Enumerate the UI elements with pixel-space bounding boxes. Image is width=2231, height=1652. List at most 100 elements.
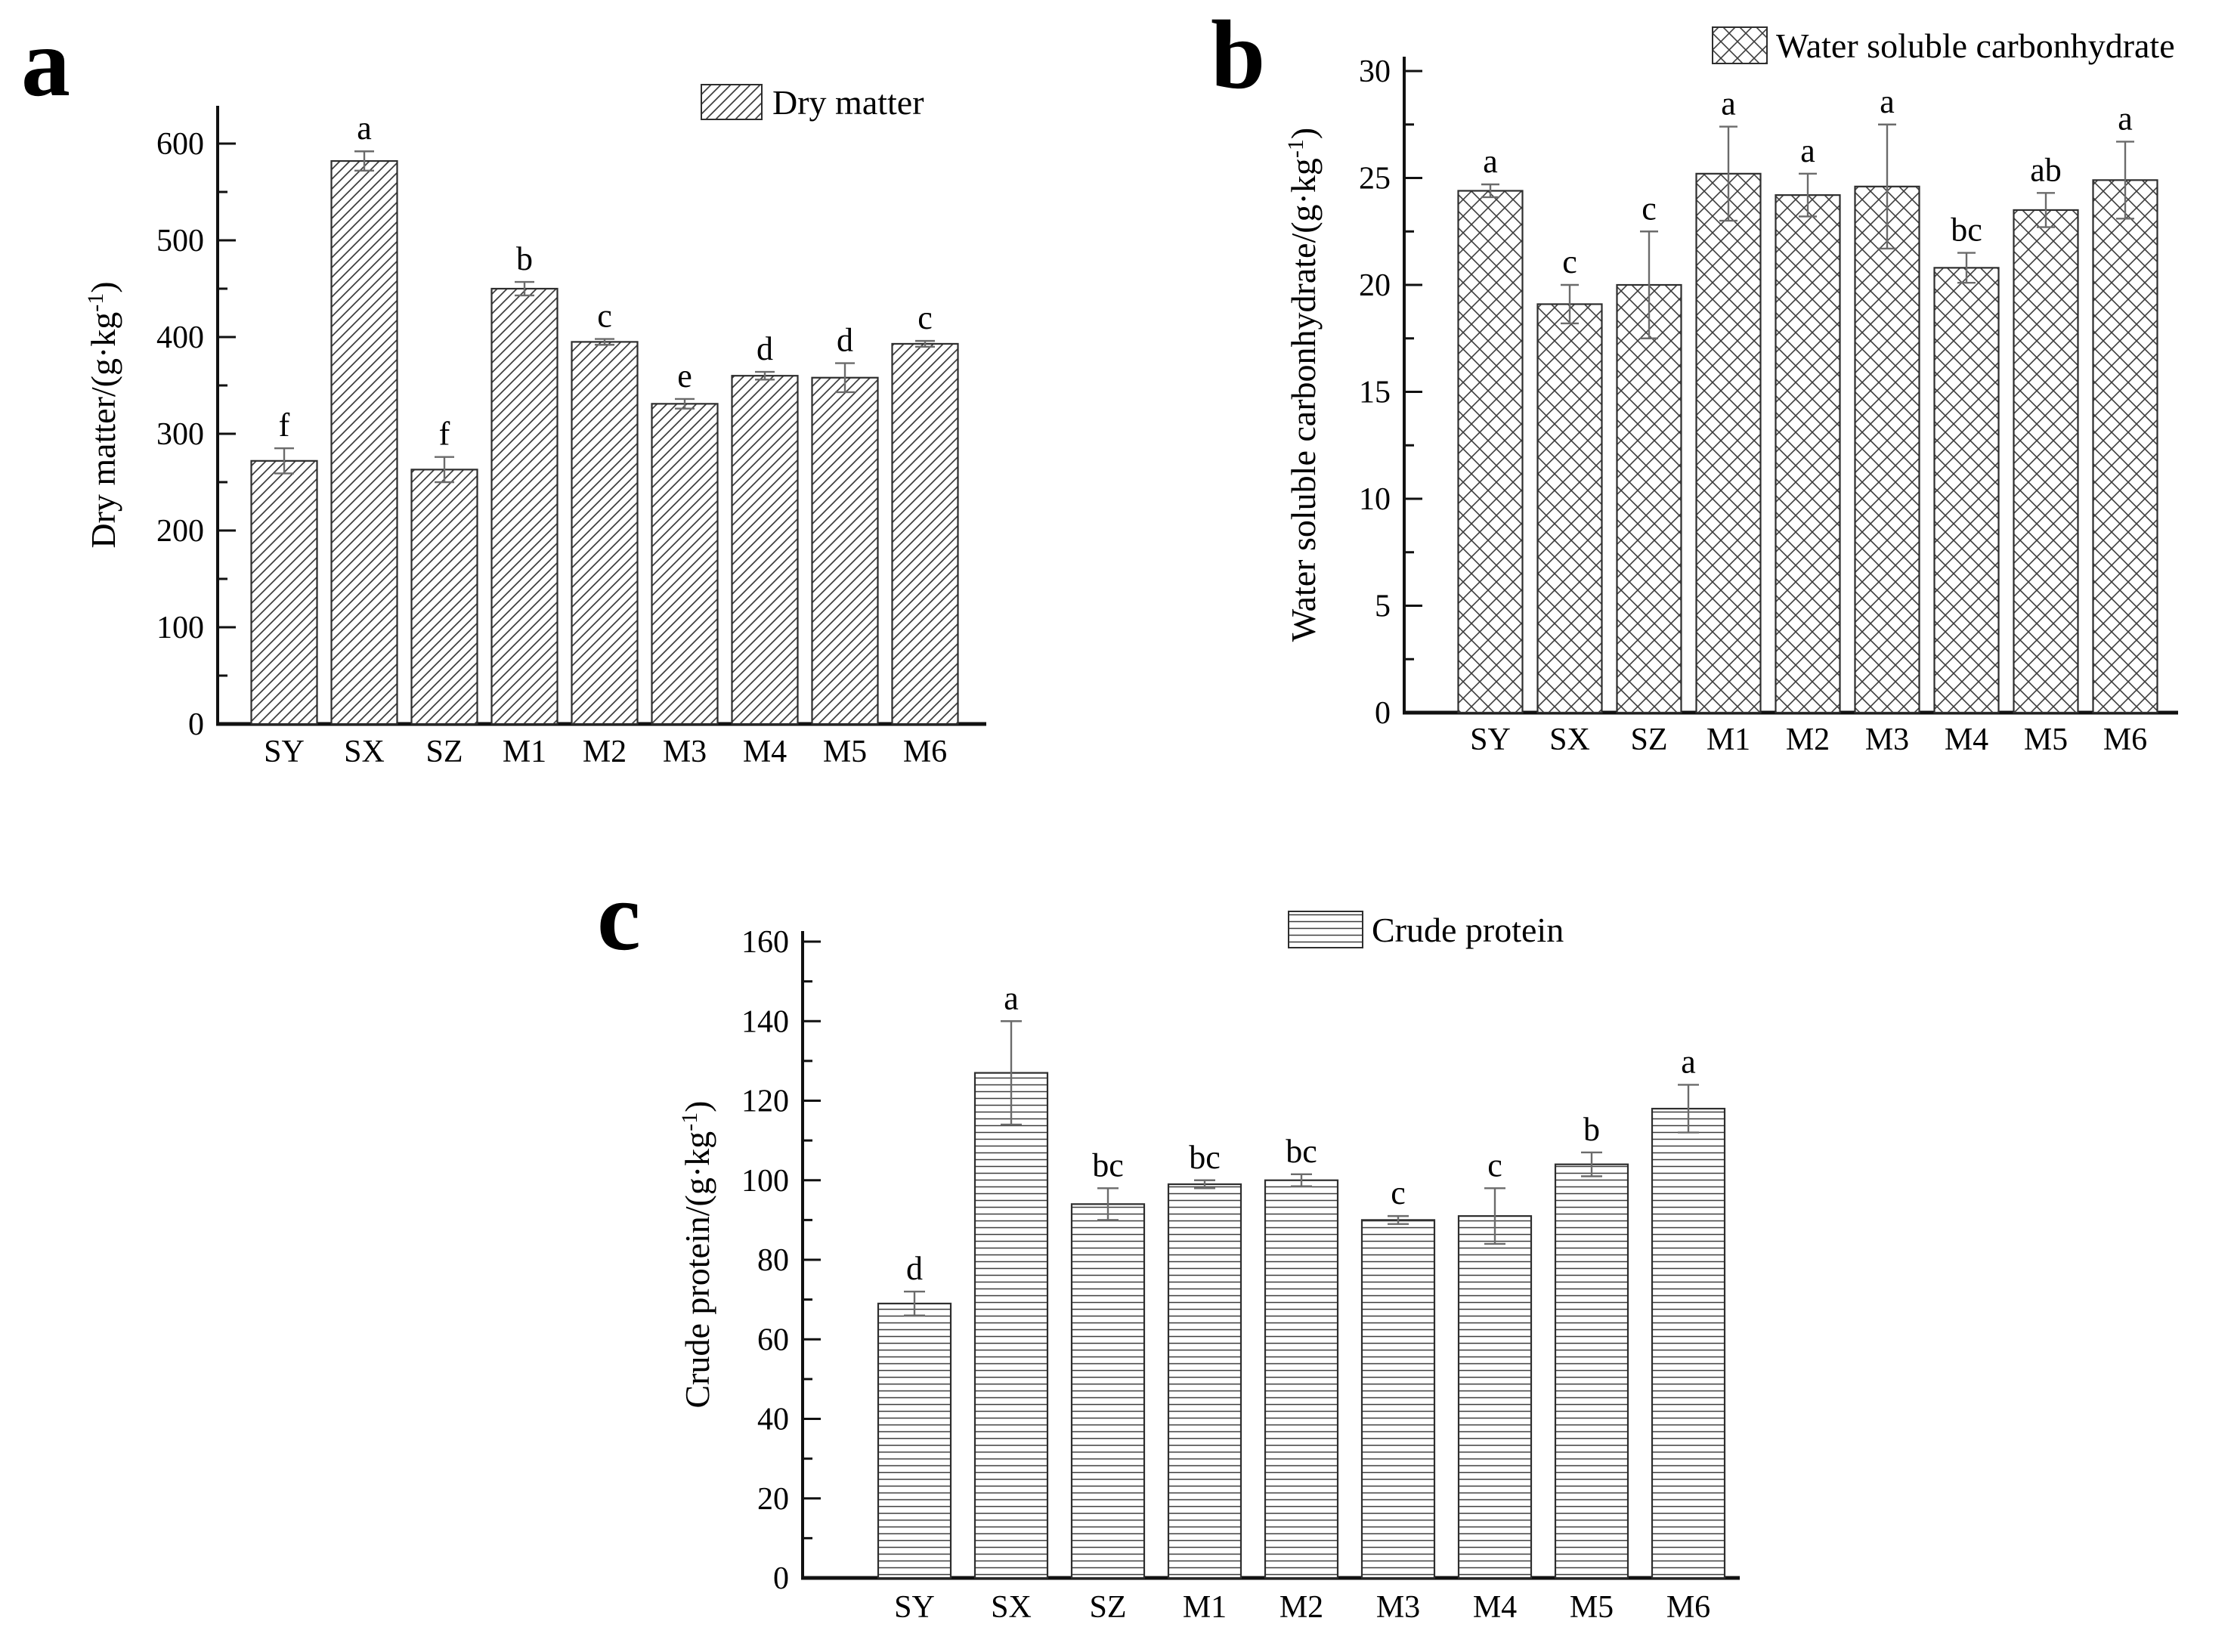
y-tick-label-b: 25: [1359, 162, 1391, 196]
y-tick-label-a: 400: [156, 320, 204, 355]
y-tick-label-c: 60: [757, 1323, 789, 1357]
y-tick-label-b: 5: [1375, 589, 1391, 624]
sig-letter-c-M3: c: [1391, 1174, 1406, 1211]
bar-c-M1: [1167, 1183, 1242, 1579]
sig-letter-b-M6: a: [2118, 100, 2133, 137]
legend-swatch-b: [1712, 26, 1768, 64]
bar-a-M3: [651, 403, 719, 725]
x-category-label: SY: [1470, 722, 1511, 757]
sig-letter-a-SZ: f: [439, 416, 450, 453]
y-tick-label-b: 15: [1359, 376, 1391, 410]
panel-label-a: a: [21, 8, 70, 117]
x-category-label: M1: [1707, 722, 1750, 757]
x-category-label: M3: [1376, 1590, 1420, 1625]
sig-letter-b-M1: a: [1721, 85, 1736, 122]
bar-b-M1: [1695, 172, 1762, 714]
bar-c-M5: [1554, 1163, 1629, 1579]
sig-letter-b-SZ: c: [1642, 190, 1657, 227]
sig-letter-a-M1: b: [516, 240, 533, 277]
y-tick-label-a: 0: [188, 707, 204, 742]
bar-a-M6: [891, 342, 959, 725]
x-category-label: SX: [1549, 722, 1590, 757]
bar-b-M2: [1775, 194, 1841, 714]
sig-letter-a-M2: c: [597, 298, 612, 335]
bar-a-M2: [571, 341, 639, 725]
sig-letter-a-M5: d: [837, 322, 853, 359]
bar-b-SY: [1457, 190, 1524, 714]
y-tick-label-b: 20: [1359, 268, 1391, 303]
sig-letter-a-M3: e: [677, 357, 692, 394]
x-category-label: SY: [894, 1590, 935, 1625]
sig-letter-b-M5: ab: [2030, 151, 2062, 188]
bar-c-M4: [1457, 1215, 1533, 1579]
sig-letter-c-SY: d: [906, 1250, 923, 1287]
y-tick-label-a: 500: [156, 224, 204, 258]
x-category-label: M5: [823, 735, 867, 769]
x-category-label: SZ: [1630, 722, 1667, 757]
y-tick-label-c: 80: [757, 1243, 789, 1278]
panel-label-c: c: [597, 862, 641, 971]
x-category-label: M6: [2103, 722, 2147, 757]
bar-c-SY: [877, 1302, 952, 1579]
bar-c-M3: [1360, 1219, 1436, 1579]
x-category-label: M5: [1570, 1590, 1614, 1625]
x-category-label: SX: [991, 1590, 1032, 1625]
sig-letter-b-SX: c: [1562, 243, 1577, 280]
x-category-label: M1: [1183, 1590, 1227, 1625]
y-tick-label-c: 160: [741, 925, 789, 960]
y-tick-label-b: 30: [1359, 54, 1391, 89]
x-category-label: M1: [503, 735, 546, 769]
legend-swatch-c: [1288, 911, 1363, 948]
y-tick-label-b: 10: [1359, 482, 1391, 517]
x-category-label: M3: [1865, 722, 1909, 757]
bar-b-M4: [1933, 267, 2000, 714]
y-tick-label-a: 200: [156, 514, 204, 549]
sig-letter-c-M1: bc: [1189, 1139, 1221, 1176]
sig-letter-a-SY: f: [279, 407, 290, 444]
x-category-label: M6: [903, 735, 947, 769]
sig-letter-c-M6: a: [1681, 1043, 1696, 1080]
legend-label-b: Water soluble carbonhydrate: [1776, 26, 2175, 65]
bar-b-SX: [1536, 303, 1603, 714]
bar-c-SX: [973, 1072, 1049, 1579]
legend-swatch-a: [701, 84, 763, 120]
sig-letter-b-SY: a: [1483, 143, 1498, 180]
y-tick-label-a: 100: [156, 611, 204, 645]
sig-letter-a-SX: a: [357, 110, 372, 147]
legend-label-a: Dry matter: [772, 83, 924, 122]
x-category-label: M2: [583, 735, 627, 769]
x-category-label: M3: [663, 735, 707, 769]
x-category-label: M6: [1666, 1590, 1710, 1625]
sig-letter-b-M3: a: [1880, 83, 1895, 120]
sig-letter-c-M4: c: [1487, 1146, 1502, 1183]
sig-letter-c-M5: b: [1583, 1111, 1600, 1148]
y-tick-label-c: 0: [773, 1561, 789, 1596]
sig-letter-a-M4: d: [757, 330, 773, 367]
y-tick-label-c: 100: [741, 1164, 789, 1199]
y-tick-label-a: 600: [156, 127, 204, 162]
y-tick-label-a: 300: [156, 417, 204, 452]
sig-letter-c-SX: a: [1004, 979, 1019, 1016]
y-tick-label-c: 40: [757, 1403, 789, 1437]
bar-c-SZ: [1070, 1203, 1146, 1579]
sig-letter-b-M2: a: [1800, 132, 1815, 169]
y-axis-title-b: Water soluble carbonhydrate/(g·kg-1): [1283, 128, 1323, 642]
x-category-label: M5: [2024, 722, 2068, 757]
sig-letter-c-M2: bc: [1286, 1133, 1317, 1170]
x-category-label: SY: [264, 735, 305, 769]
x-category-label: M4: [1473, 1590, 1517, 1625]
y-axis-title-a: Dry matter/(g·kg-1): [83, 281, 122, 548]
sig-letter-c-SZ: bc: [1092, 1146, 1124, 1183]
sig-letter-b-M4: bc: [1951, 212, 1982, 249]
bar-a-SX: [330, 159, 398, 725]
legend-label-c: Crude protein: [1372, 911, 1564, 949]
bar-b-M3: [1854, 185, 1920, 714]
x-category-label: M4: [743, 735, 787, 769]
x-category-label: M4: [1945, 722, 1988, 757]
bar-b-SZ: [1616, 283, 1682, 714]
sig-letter-a-M6: c: [917, 299, 933, 336]
x-category-label: SX: [344, 735, 385, 769]
